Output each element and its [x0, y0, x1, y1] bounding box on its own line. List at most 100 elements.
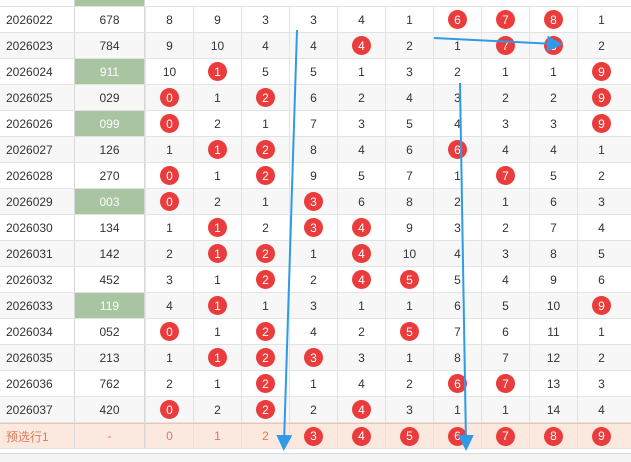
- digit-cell-1: 2: [193, 189, 241, 214]
- hit-ball: 7: [496, 10, 515, 29]
- hit-ball: 7: [496, 374, 515, 393]
- hit-ball: 4: [352, 218, 371, 237]
- digit-cell-6: 6: [433, 371, 481, 396]
- hit-ball: 7: [496, 166, 515, 185]
- selected-ball[interactable]: 4: [352, 426, 371, 446]
- hit-ball: 0: [160, 88, 179, 107]
- hit-ball: 2: [256, 374, 275, 393]
- digit-cell-1: 1: [193, 241, 241, 266]
- preselect-cell-3[interactable]: 3: [289, 424, 337, 448]
- digit-cell-4: 4: [337, 33, 385, 58]
- digit-cell-8: 9: [529, 267, 577, 292]
- hit-ball: 4: [352, 400, 371, 419]
- digit-cell-3: 7: [289, 111, 337, 136]
- digit-cell-7: 7: [481, 33, 529, 58]
- digit-cell-7: 2: [481, 85, 529, 110]
- digit-cell-4: 4: [337, 397, 385, 422]
- digit-cell-9: 6: [577, 267, 625, 292]
- issue-number: 2026036: [6, 376, 53, 391]
- preselect-cell-1[interactable]: 1: [193, 424, 241, 448]
- draw-code: 099: [74, 111, 145, 136]
- preselect-cell-8[interactable]: 8: [529, 424, 577, 448]
- table-row: 2026032 452 3 1 2 2 4 5 5 4 9 6: [0, 267, 631, 293]
- horizontal-scrollbar[interactable]: [0, 453, 631, 462]
- hit-ball: 1: [208, 62, 227, 81]
- digit-cell-9: 9: [577, 293, 625, 318]
- digit-cell-7: 2: [481, 215, 529, 240]
- hit-ball: 2: [256, 400, 275, 419]
- digit-cell-0: 0: [145, 189, 193, 214]
- issue-number: 2026034: [6, 324, 53, 339]
- selected-ball[interactable]: 3: [304, 426, 323, 446]
- hit-ball: 1: [208, 296, 227, 315]
- digit-cell-1: 1: [193, 319, 241, 344]
- digit-cell-9: 9: [577, 85, 625, 110]
- preselect-cell-0[interactable]: 0: [145, 424, 193, 448]
- digit-cell-3: 8: [289, 137, 337, 162]
- digit-cell-4: 4: [337, 7, 385, 32]
- digit-cell-8: 3: [529, 111, 577, 136]
- hit-ball: 8: [544, 36, 563, 55]
- digit-cell-4: 4: [337, 241, 385, 266]
- selected-ball[interactable]: 8: [544, 426, 563, 446]
- preselect-row[interactable]: 预选行1 -0 1 2 3 4 5 6 7 8 9: [0, 423, 631, 449]
- issue-number: 2026035: [6, 350, 53, 365]
- digit-cell-3: 4: [289, 33, 337, 58]
- digit-cell-2: 1: [241, 111, 289, 136]
- hit-ball: 7: [496, 36, 515, 55]
- digit-cell-8: 13: [529, 371, 577, 396]
- issue-number: 2026037: [6, 402, 53, 417]
- table-row: 2026030 134 1 1 2 3 4 9 3 2 7 4: [0, 215, 631, 241]
- digit-cell-1: 1: [193, 267, 241, 292]
- digit-cell-3: 9: [289, 163, 337, 188]
- hit-ball: 9: [592, 62, 611, 81]
- digit-cell-0: 4: [145, 293, 193, 318]
- digit-cell-2: 2: [241, 371, 289, 396]
- digit-cell-0: 0: [145, 85, 193, 110]
- digit-cell-4: 1: [337, 59, 385, 84]
- digit-cell-1: 1: [193, 59, 241, 84]
- hit-ball: 6: [448, 140, 467, 159]
- digit-cell-5: 1: [385, 293, 433, 318]
- draw-code: 784: [74, 33, 145, 58]
- selected-ball[interactable]: 6: [448, 426, 467, 446]
- issue-number: 2026022: [6, 12, 53, 27]
- digit-cell-9: 9: [577, 111, 625, 136]
- digit-cell-7: 3: [481, 111, 529, 136]
- table-row: 2026025 029 0 1 2 6 2 4 3 2 2 9: [0, 85, 631, 111]
- preselect-cell-2[interactable]: 2: [241, 424, 289, 448]
- digit-cell-4: 2: [337, 85, 385, 110]
- digit-cell-3: 3: [289, 215, 337, 240]
- digit-cell-8: 10: [529, 293, 577, 318]
- digit-cell-6: 3: [433, 215, 481, 240]
- digit-cell-3: 1: [289, 371, 337, 396]
- draw-code: 270: [74, 163, 145, 188]
- preselect-cell-5[interactable]: 5: [385, 424, 433, 448]
- preselect-label: 预选行1: [6, 429, 49, 444]
- digit-cell-2: 4: [241, 33, 289, 58]
- digit-cell-2: 1: [241, 293, 289, 318]
- table-row: 2026027 126 1 1 2 8 4 6 6 4 4 1: [0, 137, 631, 163]
- draw-code: 678: [74, 7, 145, 32]
- preselect-cell-9[interactable]: 9: [577, 424, 625, 448]
- selected-ball[interactable]: 7: [496, 426, 515, 446]
- digit-cell-0: 1: [145, 345, 193, 370]
- digit-cell-7: 7: [481, 7, 529, 32]
- draw-code: 126: [74, 137, 145, 162]
- issue-number: 2026025: [6, 90, 53, 105]
- selected-ball[interactable]: 5: [400, 426, 419, 446]
- hit-ball: 6: [448, 10, 467, 29]
- digit-cell-8: 12: [529, 345, 577, 370]
- preselect-cell-6[interactable]: 6: [433, 424, 481, 448]
- digit-cell-0: 1: [145, 137, 193, 162]
- digit-cell-5: 2: [385, 33, 433, 58]
- preselect-cell-7[interactable]: 7: [481, 424, 529, 448]
- hit-ball: 2: [256, 140, 275, 159]
- digit-cell-3: 3: [289, 293, 337, 318]
- table-row: 2026033 119 4 1 1 3 1 1 6 5 10 9: [0, 293, 631, 319]
- selected-ball[interactable]: 9: [592, 426, 611, 446]
- digit-cell-5: 1: [385, 345, 433, 370]
- issue-number: 2026033: [6, 298, 53, 313]
- digit-cell-2: 2: [241, 319, 289, 344]
- preselect-cell-4[interactable]: 4: [337, 424, 385, 448]
